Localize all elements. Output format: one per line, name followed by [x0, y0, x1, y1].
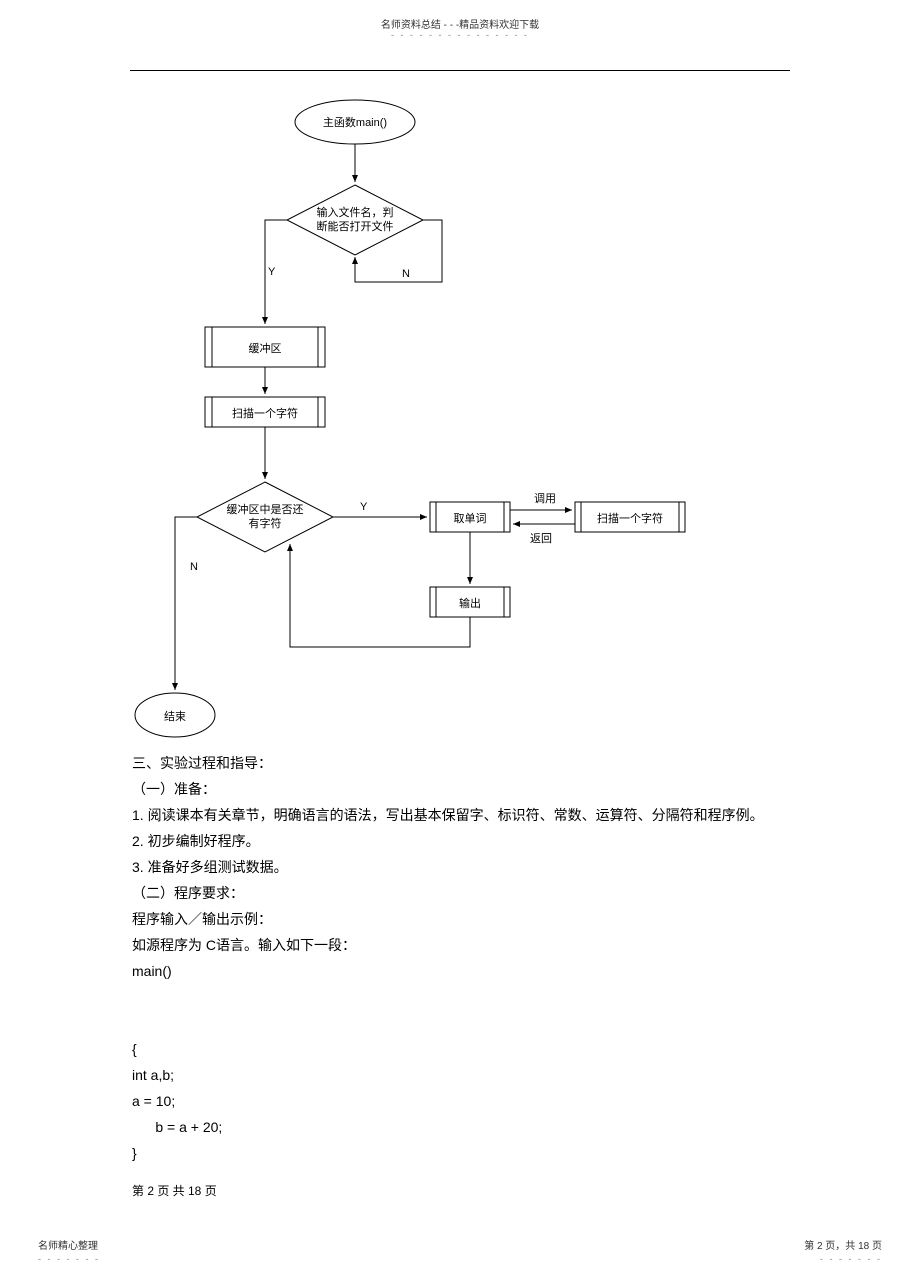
code-line-3: int a,b;	[132, 1062, 792, 1088]
node-proc3-label: 取单词	[454, 512, 487, 525]
node-proc2-label: 扫描一个字符	[232, 406, 298, 420]
inner-page-footer: 第 2 页 共 18 页	[132, 1182, 217, 1199]
code-line-1: main()	[132, 958, 792, 984]
footer-right: 第 2 页，共 18 页	[804, 1237, 882, 1252]
node-decision2	[197, 482, 333, 552]
heading-3: 三、实验过程和指导：	[132, 750, 792, 776]
node-decision1-label2: 断能否打开文件	[317, 219, 394, 233]
code-line-2: {	[132, 1036, 792, 1062]
node-start-label: 主函数main()	[323, 116, 387, 129]
node-proc4-label: 扫描一个字符	[597, 511, 663, 525]
code-line-5: b = a + 20;	[132, 1114, 792, 1140]
code-line-6: }	[132, 1140, 792, 1166]
flowchart: 主函数main() 输入文件名，判 断能否打开文件 N Y 缓冲区 扫描一个字符…	[130, 92, 770, 742]
para-4: 程序输入／输出示例：	[132, 906, 792, 932]
label-return: 返回	[530, 532, 552, 545]
body-text: 三、实验过程和指导： （一）准备： 1. 阅读课本有关章节，明确语言的语法，写出…	[132, 750, 792, 1166]
node-decision2-label1: 缓冲区中是否还	[227, 502, 304, 516]
label-n2: N	[190, 561, 198, 573]
node-end-label: 结束	[164, 710, 186, 723]
para-1: 1. 阅读课本有关章节，明确语言的语法，写出基本保留字、标识符、常数、运算符、分…	[132, 802, 792, 828]
label-y2: Y	[360, 501, 368, 513]
para-2: 2. 初步编制好程序。	[132, 828, 792, 854]
section-2: （二）程序要求：	[132, 880, 792, 906]
footer-left: 名师精心整理	[38, 1237, 98, 1252]
code-line-4: a = 10;	[132, 1088, 792, 1114]
edge-decision2-end	[175, 517, 197, 690]
node-proc5-label: 输出	[459, 596, 481, 610]
footer-dots-left: - - - - - - -	[38, 1254, 100, 1264]
label-call: 调用	[534, 492, 556, 505]
page-frame-rule	[130, 70, 790, 71]
node-decision2-label2: 有字符	[249, 516, 282, 530]
node-decision1	[287, 185, 423, 255]
para-3: 3. 准备好多组测试数据。	[132, 854, 792, 880]
para-5: 如源程序为 C语言。输入如下一段：	[132, 932, 792, 958]
header-dots: - - - - - - - - - - - - - - -	[0, 30, 920, 40]
section-1: （一）准备：	[132, 776, 792, 802]
node-proc1-label: 缓冲区	[249, 341, 282, 355]
header-top-text: 名师资料总结 - - -精品资料欢迎下载	[0, 16, 920, 31]
footer-dots-right: - - - - - - -	[820, 1254, 882, 1264]
node-decision1-label1: 输入文件名，判	[317, 205, 394, 219]
label-n1: N	[402, 268, 410, 280]
label-y1: Y	[268, 266, 276, 278]
